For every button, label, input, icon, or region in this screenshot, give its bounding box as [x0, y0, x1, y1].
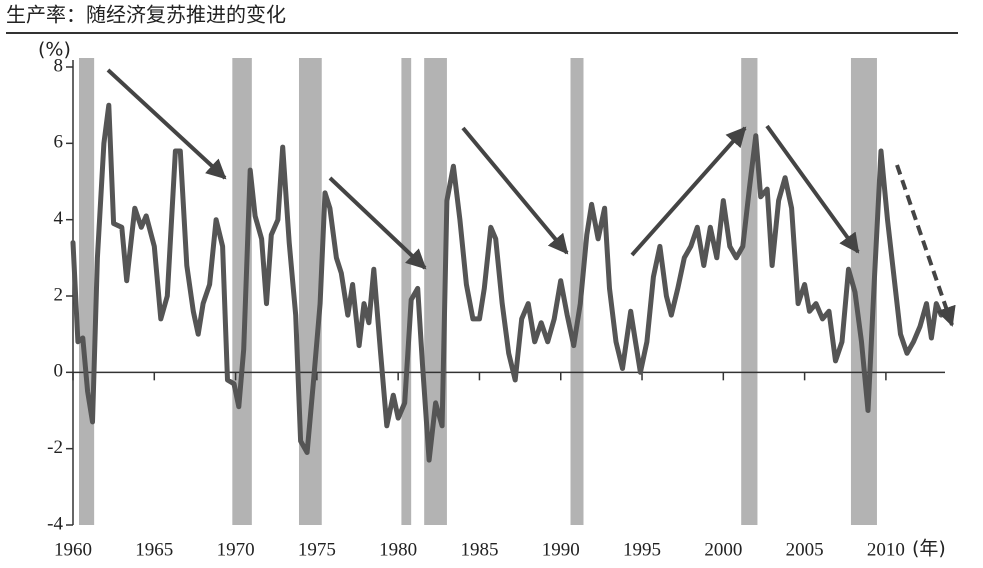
y-tick-label: 4 [54, 208, 64, 229]
arrow [328, 176, 427, 270]
shaded-period [232, 58, 252, 525]
y-tick-label: -2 [47, 437, 63, 458]
x-tick-label: 1990 [542, 539, 580, 560]
chart-title: 生产率：随经济复苏推进的变化 [6, 3, 286, 27]
shaded-period [298, 58, 322, 525]
x-tick-label: 1980 [379, 539, 417, 560]
x-tick-label: 1970 [217, 539, 255, 560]
y-tick-label: 6 [54, 132, 64, 153]
y-tick-label: 8 [54, 55, 64, 76]
x-tick-label: 2005 [786, 539, 824, 560]
x-tick-label: 1985 [460, 539, 498, 560]
y-tick-label: 0 [54, 361, 64, 382]
data-line [70, 102, 944, 463]
x-tick-label: 2000 [704, 539, 742, 560]
arrow [461, 126, 569, 255]
arrow [106, 68, 227, 180]
arrow [630, 126, 747, 257]
x-tick-label: 2010 [867, 539, 905, 560]
x-tick-label: 1995 [623, 539, 661, 560]
y-tick-label: -4 [47, 513, 63, 534]
x-tick-label: 1960 [54, 539, 92, 560]
y-axis-label: (%) [38, 39, 71, 61]
x-axis-label: (年) [912, 538, 946, 560]
shaded-period [79, 58, 95, 525]
x-tick-label: 1965 [135, 539, 173, 560]
x-tick-label: 1975 [298, 539, 336, 560]
y-tick-label: 2 [54, 284, 64, 305]
arrow [765, 124, 860, 254]
arrows [106, 68, 956, 327]
shaded-period [401, 58, 412, 525]
dashed-arrow [895, 164, 956, 327]
shaded-period [570, 58, 584, 525]
